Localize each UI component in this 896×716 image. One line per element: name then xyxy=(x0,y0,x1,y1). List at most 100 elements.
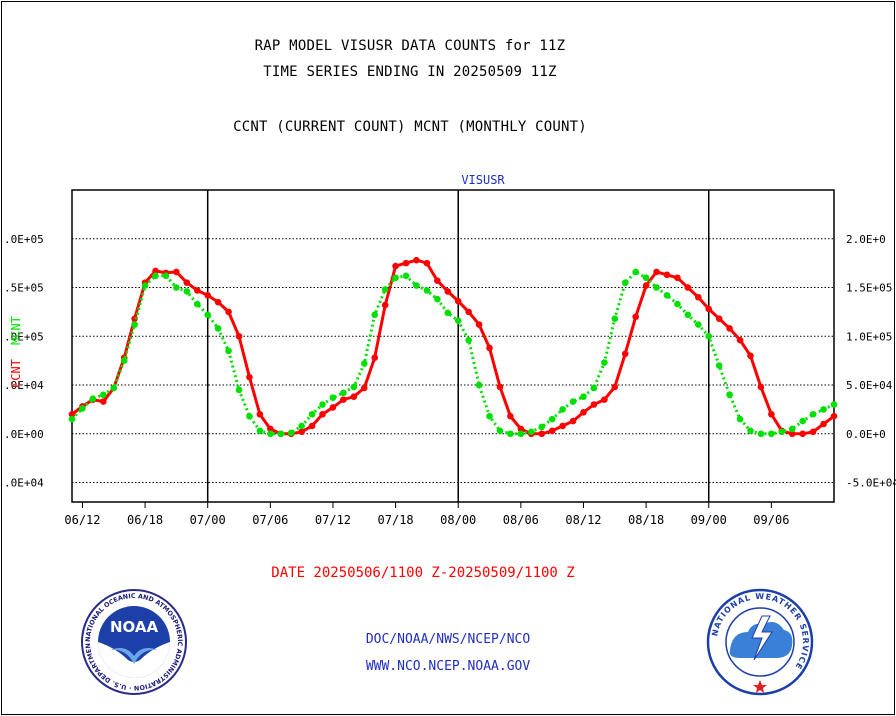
data-point-ccnt xyxy=(225,308,232,316)
data-point-mcnt xyxy=(235,386,243,394)
footer-org: DOC/NOAA/NWS/NCEP/NCO xyxy=(365,632,531,647)
data-point-ccnt xyxy=(235,332,243,340)
data-point-mcnt xyxy=(475,381,483,389)
data-point-ccnt xyxy=(204,292,211,299)
data-point-ccnt xyxy=(809,428,817,436)
data-point-mcnt xyxy=(621,279,629,286)
data-point-mcnt xyxy=(695,321,702,328)
data-point-ccnt xyxy=(663,271,671,279)
y-tick-label-left: .0E+00 xyxy=(4,428,44,441)
x-tick-label: 08/00 xyxy=(440,513,476,527)
data-point-mcnt xyxy=(559,406,566,413)
data-point-mcnt xyxy=(601,359,608,366)
data-point-ccnt xyxy=(632,313,639,321)
data-point-mcnt xyxy=(747,427,754,435)
data-point-ccnt xyxy=(559,422,566,430)
data-point-mcnt xyxy=(110,384,118,392)
data-point-mcnt xyxy=(674,300,681,308)
y-tick-label-right: 0.0E+0 xyxy=(846,428,886,441)
data-point-mcnt xyxy=(517,430,525,438)
data-point-mcnt xyxy=(183,288,191,295)
data-point-ccnt xyxy=(267,425,274,433)
data-point-mcnt xyxy=(527,428,535,436)
x-tick-label: 09/00 xyxy=(691,513,727,527)
y-tick-label-right: 2.0E+0 xyxy=(846,233,886,246)
data-point-ccnt xyxy=(68,410,76,418)
data-point-mcnt xyxy=(256,427,264,435)
data-point-mcnt xyxy=(298,422,305,430)
data-point-ccnt xyxy=(799,430,806,438)
y-tick-label-left: .0E+04 xyxy=(4,477,44,490)
data-point-mcnt xyxy=(267,430,274,438)
chart-title-line-3: CCNT (CURRENT COUNT) MCNT (MONTHLY COUNT… xyxy=(233,119,587,135)
time-series-chart: .0E+04 -5.0E+04 .0E+00 0.0E+0 .0E+04 5.0E+04.… xyxy=(4,173,896,527)
data-point-ccnt xyxy=(642,282,650,289)
data-point-mcnt xyxy=(653,284,660,291)
footer-url: WWW.NCO.NCEP.NOAA.GOV xyxy=(365,659,531,674)
data-point-ccnt xyxy=(371,354,379,362)
y-tick-label-right: 1.5E+05 xyxy=(846,282,892,295)
data-point-mcnt xyxy=(538,423,546,431)
data-point-ccnt xyxy=(444,288,452,295)
data-point-ccnt xyxy=(100,398,107,405)
chart-title-line-2: TIME SERIES ENDING IN 20250509 11Z xyxy=(263,64,557,80)
data-point-ccnt xyxy=(193,287,201,294)
data-point-ccnt xyxy=(256,410,264,418)
data-point-ccnt xyxy=(611,383,619,391)
data-point-mcnt xyxy=(79,405,86,412)
data-point-ccnt xyxy=(757,383,765,391)
x-tick-label: 06/18 xyxy=(127,513,163,527)
x-tick-label: 09/06 xyxy=(753,513,789,527)
data-point-mcnt xyxy=(350,383,358,391)
y-tick-label-left: .0E+04 xyxy=(4,379,44,392)
data-point-ccnt xyxy=(329,404,337,411)
data-point-ccnt xyxy=(830,412,838,420)
y-tick-label-left: .5E+05 xyxy=(4,282,44,295)
data-point-ccnt xyxy=(454,297,462,305)
data-point-ccnt xyxy=(538,430,546,438)
x-tick-label: 07/18 xyxy=(378,513,414,527)
data-point-ccnt xyxy=(350,393,358,401)
data-point-mcnt xyxy=(444,309,452,317)
data-point-ccnt xyxy=(580,409,587,416)
data-point-mcnt xyxy=(486,412,493,420)
data-point-ccnt xyxy=(392,262,399,270)
x-tick-label: 07/00 xyxy=(190,513,226,527)
data-point-mcnt xyxy=(705,332,713,340)
data-point-mcnt xyxy=(757,430,765,438)
data-point-mcnt xyxy=(820,406,827,413)
noaa-logo: NATIONAL OCEANIC AND ATMOSPHERIC ADMINIS… xyxy=(80,588,187,695)
data-point-mcnt xyxy=(590,384,598,392)
data-point-mcnt xyxy=(778,428,786,436)
data-point-mcnt xyxy=(329,394,337,401)
y-tick-label-left: .0E+05 xyxy=(4,233,44,246)
date-range-label: DATE 20250506/1100 Z-20250509/1100 Z xyxy=(271,565,575,581)
data-point-ccnt xyxy=(486,344,493,352)
data-point-mcnt xyxy=(100,391,107,399)
data-point-ccnt xyxy=(705,305,713,313)
data-point-mcnt xyxy=(214,325,222,332)
series-line-ccnt xyxy=(71,258,835,436)
data-point-mcnt xyxy=(663,292,671,299)
x-tick-label: 08/12 xyxy=(565,513,601,527)
data-point-ccnt xyxy=(747,352,754,360)
data-point-mcnt xyxy=(131,321,138,328)
data-point-mcnt xyxy=(736,415,744,423)
data-point-ccnt xyxy=(381,301,389,309)
x-tick-label: 08/06 xyxy=(503,513,539,527)
data-point-mcnt xyxy=(392,274,399,282)
data-point-ccnt xyxy=(423,259,431,267)
data-point-mcnt xyxy=(340,389,347,397)
data-point-ccnt xyxy=(820,420,827,428)
y-axis-label-ccnt: CCNT xyxy=(9,359,23,388)
data-point-ccnt xyxy=(465,308,472,316)
data-point-ccnt xyxy=(548,427,556,435)
chart-title-line-1: RAP MODEL VISUSR DATA COUNTS for 11Z xyxy=(254,38,566,54)
data-point-ccnt xyxy=(569,417,577,425)
data-point-mcnt xyxy=(569,398,577,405)
data-point-mcnt xyxy=(246,412,253,420)
data-point-mcnt xyxy=(287,429,295,437)
data-point-ccnt xyxy=(173,268,180,276)
data-point-mcnt xyxy=(193,300,201,308)
